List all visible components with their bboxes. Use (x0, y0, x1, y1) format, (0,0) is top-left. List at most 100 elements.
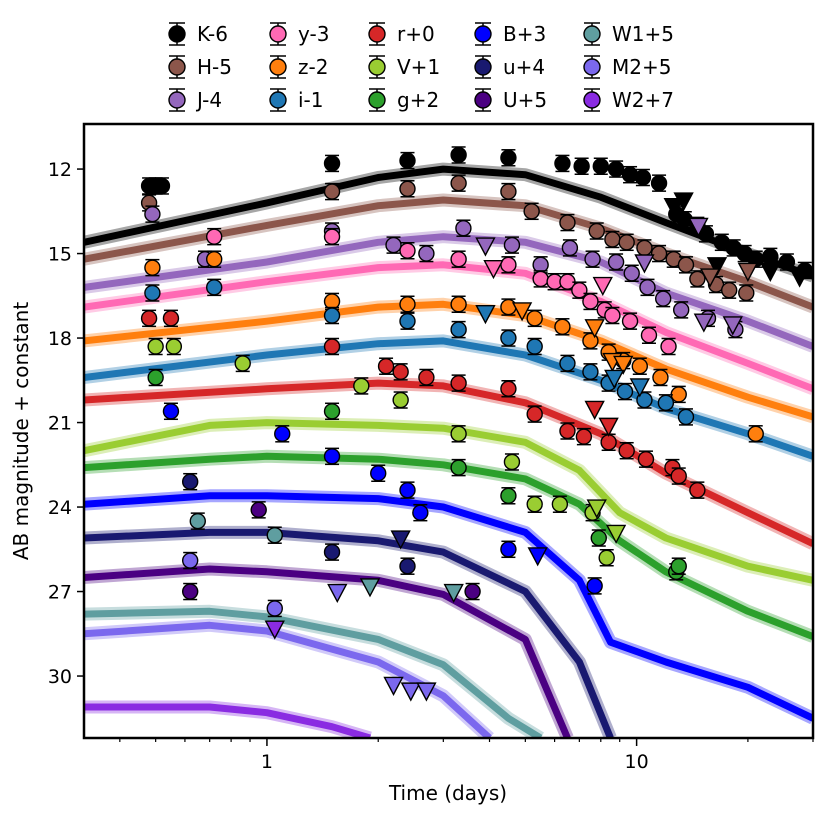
data-point-H-5 (689, 270, 706, 288)
legend-marker (269, 91, 287, 109)
legend-label: K-6 (197, 22, 228, 46)
legend-entry-y-3: y-3 (269, 22, 329, 46)
data-point-V+1 (353, 377, 370, 395)
data-point-K-6 (554, 155, 571, 172)
model-curves (84, 162, 813, 738)
legend-label: U+5 (503, 88, 547, 112)
data-point-z-2 (747, 425, 764, 443)
data-point-r+0 (500, 380, 517, 397)
data-point-z-2 (399, 296, 416, 313)
data-point-r+0 (689, 481, 706, 499)
data-point-J-4 (607, 253, 625, 271)
upper-limit-y-3 (592, 276, 613, 297)
model-curve-V+1 (84, 419, 813, 584)
data-point-H-5 (677, 256, 695, 274)
data-point-y-3 (399, 242, 416, 259)
y-tick-label: 30 (48, 666, 72, 688)
legend-label: W1+5 (612, 22, 674, 46)
data-point-J-4 (532, 256, 549, 274)
upper-limit-u+4 (390, 530, 411, 550)
data-point-i-1 (450, 321, 467, 338)
data-point-y-3 (205, 228, 223, 245)
data-point-r+0 (140, 310, 158, 327)
upper-limit-i-1 (629, 378, 650, 398)
data-point-K-6 (323, 155, 341, 172)
upper-limit-M2+5 (400, 682, 421, 702)
data-point-B+3 (586, 577, 603, 595)
y-tick-label: 15 (48, 244, 72, 266)
legend-marker (269, 25, 287, 43)
upper-limit-W2+7 (264, 620, 285, 640)
data-point-J-4 (672, 301, 690, 319)
upper-limit-B+3 (527, 547, 548, 567)
data-point-y-3 (450, 250, 467, 268)
plot-frame (82, 122, 815, 740)
data-point-H-5 (636, 239, 653, 257)
data-point-B+3 (412, 504, 429, 521)
data-point-V+1 (165, 338, 183, 355)
upper-limit-J-4 (693, 313, 715, 333)
upper-limit-z-2 (511, 302, 533, 322)
data-point-H-5 (523, 203, 540, 220)
legend-entry-r+0: r+0 (368, 22, 435, 46)
y-tick-label: 18 (48, 328, 72, 350)
data-point-U+5 (181, 583, 199, 600)
data-point-z-2 (526, 310, 543, 327)
data-point-u+4 (323, 543, 341, 561)
x-tick-label: 1 (261, 751, 273, 773)
model-curve-g+2 (84, 452, 813, 640)
data-point-K-6 (450, 146, 467, 164)
data-point-z-2 (205, 250, 223, 268)
legend-entry-g+2: g+2 (368, 88, 439, 112)
model-curve-i-1 (84, 337, 813, 460)
upper-limit-z-2 (584, 319, 605, 339)
legend-entry-W1+5: W1+5 (583, 22, 674, 46)
legend-entry-u+4: u+4 (474, 55, 545, 79)
data-point-K-6 (573, 158, 590, 175)
data-point-z-2 (631, 358, 648, 375)
upper-limit-W1+5 (443, 583, 464, 604)
y-tick-label: 27 (48, 582, 72, 604)
data-point-V+1 (598, 549, 615, 566)
legend-label: g+2 (397, 88, 439, 112)
upper-limit-J-4 (722, 316, 743, 336)
legend-label: W2+7 (612, 88, 674, 112)
data-point-i-1 (582, 363, 599, 381)
data-point-J-4 (654, 290, 672, 307)
legend-entry-B+3: B+3 (474, 22, 546, 46)
data-point-r+0 (392, 363, 409, 381)
data-point-r+0 (450, 374, 467, 392)
data-point-V+1 (503, 453, 521, 471)
data-point-u+4 (181, 473, 199, 490)
data-point-r+0 (377, 358, 395, 375)
model-curve-J-4 (84, 233, 813, 350)
upper-limit-V+1 (586, 499, 607, 519)
data-point-M2+5 (266, 600, 283, 617)
legend-label: y-3 (298, 22, 329, 46)
data-point-K-6 (634, 169, 652, 186)
x-axis-label: Time (days) (388, 781, 507, 805)
data-point-V+1 (234, 355, 251, 372)
data-point-z-2 (652, 369, 669, 386)
upper-limit-r+0 (584, 400, 605, 420)
data-point-H-5 (650, 245, 668, 262)
data-point-z-2 (450, 296, 467, 313)
legend-entry-i-1: i-1 (269, 88, 324, 112)
model-curve-B+3 (84, 492, 813, 722)
data-point-i-1 (677, 408, 695, 426)
data-point-H-5 (399, 180, 416, 197)
data-point-i-1 (500, 329, 517, 347)
data-point-i-1 (323, 307, 341, 324)
legend-marker (368, 91, 386, 109)
data-point-J-4 (584, 250, 601, 268)
data-point-J-4 (418, 245, 435, 262)
legend-entry-W2+7: W2+7 (583, 88, 674, 112)
data-point-B+3 (370, 465, 387, 482)
upper-limit-M2+5 (327, 583, 348, 604)
data-point-r+0 (637, 450, 655, 468)
data-point-z-2 (500, 298, 517, 316)
data-point-H-5 (323, 183, 341, 200)
data-point-i-1 (205, 279, 223, 296)
data-point-i-1 (399, 312, 416, 330)
